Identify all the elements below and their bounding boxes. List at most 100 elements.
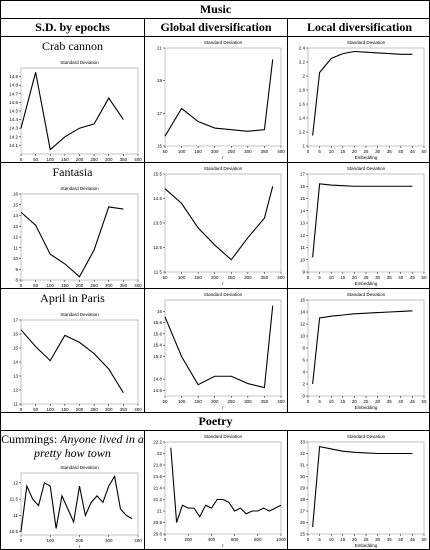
y-tick-label: 26 [300,520,306,525]
x-tick-label: 150 [194,275,202,280]
y-tick-label: 16 [300,184,306,189]
x-axis-label: Embedding [355,405,378,410]
x-tick-label: 150 [61,407,69,412]
y-tick-label: 14 [300,310,306,315]
x-tick-label: 200 [76,407,84,412]
y-tick-label: 11 [13,402,18,407]
x-tick-label: 200 [184,537,192,542]
x-tick-label: 15 [340,399,346,404]
x-tick-label: 30 [375,399,381,404]
y-tick-label: 13.5 [153,221,162,226]
y-tick-label: 15.8 [153,320,162,325]
plot-frame [20,319,139,405]
y-tick-label: 14.6 [9,100,18,105]
y-tick-label: 2 [302,382,305,387]
y-tick-label: 8 [302,346,305,351]
y-tick-label: 17 [300,172,306,177]
x-tick-label: 150 [194,399,202,404]
y-tick-label: 0 [302,394,305,399]
x-tick-label: 350 [120,283,128,288]
x-tick-label: 0 [307,537,310,542]
y-tick-label: 14.8 [9,83,18,88]
x-tick-label: 45 [410,149,416,154]
y-tick-label: 29 [300,486,306,491]
x-tick-label: 150 [194,149,202,154]
line [312,310,413,385]
chart-cell: Crab cannon Standard Deviation 14.1 14.2 14.… [1,37,145,163]
y-tick-label: 9 [15,267,18,272]
y-tick-label: 1.8 [299,88,306,93]
x-tick-label: 400 [277,399,285,404]
y-tick-label: 21 [157,509,163,514]
x-tick-label: 800 [254,537,262,542]
y-tick-label: 12 [300,233,306,238]
x-tick-label: 45 [410,275,416,280]
y-tick-label: 20.6 [153,532,162,537]
x-tick-label: 250 [90,157,98,162]
x-tick-label: 350 [120,407,128,412]
plot-frame [307,299,425,397]
x-tick-label: 25 [363,275,369,280]
plot-frame [307,47,425,147]
x-tick-label: 10 [329,537,335,542]
row-title: Cummings: Anyone lived in a pretty how t… [1,431,144,462]
x-tick-label: 200 [211,275,219,280]
line [312,50,413,136]
x-tick-label: 50 [33,283,39,288]
y-tick-label: 21.2 [153,497,162,502]
line [20,474,133,532]
x-tick-label: 150 [61,157,69,162]
chart-cell: Standard Deviation 25 26 27 28 29 30 31 32 33 0 5 10… [288,431,429,549]
x-tick-label: 200 [76,283,84,288]
y-tick-label: 14.6 [153,388,162,393]
x-tick-label: 100 [46,407,54,412]
x-tick-label: 1000 [276,537,287,542]
chart: Standard Deviation 10.5 11 11.5 12 0 100 200 300… [9,465,142,549]
x-tick-label: 10 [329,399,335,404]
y-tick-label: 14 [13,213,19,218]
row-title: Crab cannon [42,39,103,53]
x-tick-label: 25 [363,399,369,404]
y-tick-label: 14.3 [9,126,18,131]
y-axis-label: Standard Deviation [347,434,386,439]
y-axis-label: Standard Deviation [204,292,243,297]
chart: Standard Deviation 11.5 12.5 13.5 14.5 15.5 50… [153,166,285,286]
y-tick-label: 21.6 [153,474,162,479]
x-tick-label: 100 [178,149,186,154]
x-tick-label: 0 [20,157,23,162]
x-axis-label: r [222,405,224,410]
y-tick-label: 8 [15,278,18,283]
x-tick-label: 5 [318,537,321,542]
y-tick-label: 32 [300,451,306,456]
x-tick-label: 0 [20,283,23,288]
y-tick-label: 30 [300,474,306,479]
x-tick-label: 400 [277,149,285,154]
x-tick-label: 100 [178,275,186,280]
y-tick-label: 25 [300,532,306,537]
x-tick-label: 200 [211,149,219,154]
chart-cell: April in Paris Standard Deviation 11 12 13 14… [1,289,145,413]
x-tick-label: 35 [387,537,393,542]
chart: Standard Deviation 11 12 13 14 15 16 17 0 50 100 15… [13,312,142,412]
y-tick-label: 14.1 [9,143,18,148]
x-tick-label: 50 [421,537,427,542]
y-tick-label: 11.5 [154,270,163,275]
line [20,329,124,394]
row-title-poem: Anyone lived in a pretty how town [34,432,144,460]
chart-cell: Standard Deviation 0 2 4 6 8 10 12 14 16 0 5 10 15 20 2… [288,289,429,413]
x-tick-label: 400 [208,537,216,542]
x-tick-label: 25 [363,537,369,542]
x-tick-label: 250 [228,275,236,280]
y-tick-label: 12 [13,235,19,240]
x-tick-label: 40 [398,537,404,542]
y-tick-label: 33 [300,440,306,445]
x-tick-label: 40 [398,149,404,154]
y-tick-label: 14 [13,360,19,365]
plot-frame [307,441,425,535]
y-tick-label: 15 [13,202,19,207]
x-tick-label: 400 [277,275,285,280]
x-tick-label: 35 [387,275,393,280]
chart: Standard Deviation 20.6 20.8 21 21.2 21.4 21.6… [153,434,287,548]
y-tick-label: 1.2 [299,130,306,135]
y-tick-label: 14.4 [9,117,18,122]
